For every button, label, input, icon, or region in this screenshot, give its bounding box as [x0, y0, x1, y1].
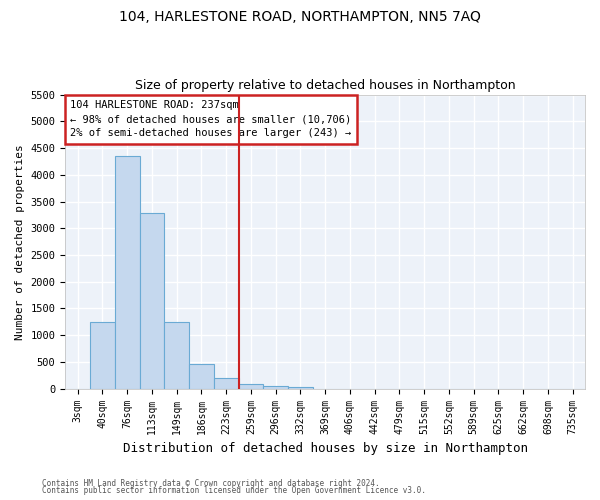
Bar [263, 386, 288, 388]
Text: Contains public sector information licensed under the Open Government Licence v3: Contains public sector information licen… [42, 486, 426, 495]
Bar [140, 214, 164, 388]
Y-axis label: Number of detached properties: Number of detached properties [15, 144, 25, 340]
Text: 104 HARLESTONE ROAD: 237sqm
← 98% of detached houses are smaller (10,706)
2% of : 104 HARLESTONE ROAD: 237sqm ← 98% of det… [70, 100, 352, 138]
Bar [115, 156, 140, 388]
Text: 104, HARLESTONE ROAD, NORTHAMPTON, NN5 7AQ: 104, HARLESTONE ROAD, NORTHAMPTON, NN5 7… [119, 10, 481, 24]
Bar [239, 384, 263, 388]
Text: Contains HM Land Registry data © Crown copyright and database right 2024.: Contains HM Land Registry data © Crown c… [42, 478, 380, 488]
Bar [90, 322, 115, 388]
Bar [164, 322, 189, 388]
Bar [214, 378, 239, 388]
Bar [189, 364, 214, 388]
Title: Size of property relative to detached houses in Northampton: Size of property relative to detached ho… [135, 79, 515, 92]
X-axis label: Distribution of detached houses by size in Northampton: Distribution of detached houses by size … [122, 442, 527, 455]
Bar [288, 387, 313, 388]
